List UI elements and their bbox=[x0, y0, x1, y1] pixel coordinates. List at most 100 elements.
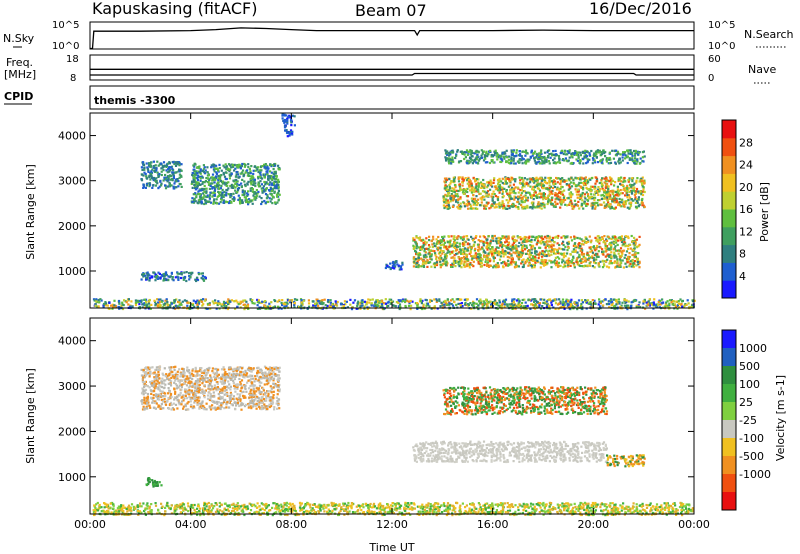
power-cell bbox=[597, 264, 600, 267]
power-cell bbox=[497, 304, 500, 307]
power-cell bbox=[613, 184, 616, 187]
power-cell bbox=[555, 262, 558, 265]
power-cell bbox=[238, 163, 241, 166]
power-cell bbox=[486, 262, 489, 265]
power-cell bbox=[640, 177, 643, 180]
power-cell bbox=[666, 304, 669, 307]
power-cell bbox=[619, 239, 622, 242]
power-cell bbox=[559, 252, 563, 255]
power-cell bbox=[548, 237, 551, 240]
power-cell bbox=[592, 246, 595, 249]
power-cell bbox=[192, 299, 195, 302]
power-cell bbox=[228, 164, 232, 167]
power-cell bbox=[497, 182, 500, 186]
power-cell bbox=[540, 239, 544, 242]
power-cell bbox=[492, 195, 495, 198]
power-cell bbox=[273, 174, 276, 178]
power-cell bbox=[460, 302, 463, 305]
power-cell bbox=[579, 194, 582, 197]
power-cell bbox=[626, 304, 629, 307]
power-cell bbox=[439, 305, 442, 308]
power-cell bbox=[541, 202, 544, 206]
power-cell bbox=[438, 251, 442, 254]
power-cell bbox=[605, 184, 608, 188]
power-cell bbox=[642, 300, 645, 303]
power-cell bbox=[157, 175, 160, 178]
power-cell bbox=[578, 207, 581, 210]
power-cell bbox=[610, 303, 613, 307]
power-cell bbox=[237, 165, 240, 168]
power-cell bbox=[462, 244, 465, 247]
power-cell bbox=[638, 266, 641, 269]
power-cell bbox=[382, 307, 385, 311]
power-cell bbox=[506, 304, 509, 308]
power-cell bbox=[455, 260, 458, 263]
power-cell bbox=[278, 167, 281, 170]
power-cell bbox=[145, 182, 149, 185]
power-cell bbox=[204, 198, 207, 201]
power-cell bbox=[455, 192, 458, 196]
power-cell bbox=[613, 197, 617, 200]
power-cell bbox=[474, 252, 477, 255]
power-cell bbox=[570, 176, 573, 179]
power-cell bbox=[598, 298, 601, 301]
power-cell bbox=[355, 307, 358, 310]
power-cell bbox=[534, 177, 537, 180]
power-cell bbox=[579, 259, 582, 263]
power-cell bbox=[420, 265, 423, 268]
power-cell bbox=[556, 242, 559, 245]
power-cell bbox=[611, 179, 615, 182]
power-cell bbox=[193, 162, 196, 165]
power-cell bbox=[199, 177, 202, 180]
power-cell bbox=[432, 235, 435, 238]
power-cell bbox=[241, 169, 245, 172]
power-cell bbox=[606, 265, 609, 268]
power-cell bbox=[150, 275, 153, 278]
power-cell bbox=[503, 262, 506, 265]
power-cell bbox=[242, 303, 245, 306]
power-cell bbox=[223, 190, 226, 193]
power-cell bbox=[605, 192, 608, 195]
power-cell bbox=[609, 242, 612, 245]
power-cell bbox=[221, 180, 224, 183]
power-cell bbox=[536, 305, 539, 308]
power-cell bbox=[201, 176, 204, 179]
power-cell bbox=[529, 193, 532, 196]
power-cell bbox=[237, 176, 240, 179]
power-cell bbox=[472, 176, 475, 179]
power-cell bbox=[542, 178, 545, 181]
power-cell bbox=[617, 265, 620, 268]
power-cell bbox=[253, 165, 256, 168]
power-cell bbox=[608, 303, 611, 306]
power-cell bbox=[460, 188, 464, 191]
power-cell bbox=[498, 177, 501, 180]
power-cell bbox=[618, 201, 621, 204]
power-cell bbox=[95, 298, 98, 301]
power-cell bbox=[230, 299, 233, 302]
power-cell bbox=[450, 256, 453, 259]
power-cell bbox=[111, 303, 114, 306]
power-cell bbox=[180, 163, 183, 166]
power-cell bbox=[518, 252, 521, 255]
power-cell bbox=[514, 252, 517, 255]
power-cell bbox=[554, 192, 557, 195]
power-cell bbox=[622, 180, 625, 184]
power-cell bbox=[584, 241, 587, 244]
power-cell bbox=[471, 257, 474, 260]
power-cell bbox=[477, 246, 481, 249]
power-cell bbox=[542, 195, 545, 198]
power-cell bbox=[534, 250, 537, 253]
power-cell bbox=[470, 191, 473, 194]
power-cell bbox=[536, 300, 539, 304]
power-cell bbox=[387, 304, 390, 307]
power-cell bbox=[103, 302, 106, 306]
power-cell bbox=[445, 199, 448, 202]
power-cell bbox=[527, 191, 530, 194]
power-cell bbox=[462, 251, 465, 254]
power-cell bbox=[530, 258, 533, 262]
power-cell bbox=[445, 198, 448, 201]
power-cell bbox=[561, 298, 565, 301]
power-cell bbox=[609, 190, 612, 193]
power-cell bbox=[243, 308, 246, 311]
power-cell bbox=[551, 261, 554, 264]
